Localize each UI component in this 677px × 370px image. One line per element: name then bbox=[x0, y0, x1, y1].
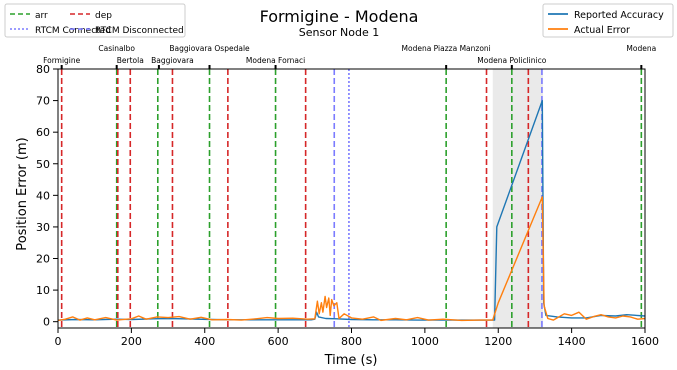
x-axis-label: Time (s) bbox=[324, 353, 378, 368]
y-tick-label: 80 bbox=[36, 63, 50, 76]
legend-right-box bbox=[542, 3, 674, 38]
legend-series: Reported Accuracy Actual Error bbox=[542, 3, 674, 38]
x-tick-label: 400 bbox=[194, 335, 215, 348]
legend-right-label: Actual Error bbox=[574, 25, 630, 36]
station-label: Bertola bbox=[117, 56, 144, 65]
series-line-0 bbox=[57, 99, 646, 321]
legend-left-box bbox=[4, 3, 186, 38]
y-tick-label: 30 bbox=[36, 221, 50, 234]
plot-frame bbox=[57, 68, 646, 329]
station-label: Baggiovara Ospedale bbox=[169, 44, 250, 53]
x-tick-label: 1400 bbox=[558, 335, 586, 348]
y-tick-label: 20 bbox=[36, 253, 50, 266]
x-tick-label: 200 bbox=[121, 335, 142, 348]
y-tick-label: 40 bbox=[36, 189, 50, 202]
x-tick-label: 0 bbox=[55, 335, 62, 348]
y-tick-label: 0 bbox=[43, 316, 50, 329]
x-tick-label: 1600 bbox=[631, 335, 659, 348]
station-label: Baggiovara bbox=[151, 56, 194, 65]
station-label: Modena Fornaci bbox=[246, 56, 305, 65]
plot-area: 0 200 400 600 800 1000 1200 1400 1600 0 10 20 30 40 50… bbox=[36, 44, 659, 348]
x-tick-label: 600 bbox=[268, 335, 289, 348]
y-tick-label: 50 bbox=[36, 158, 50, 171]
chart-title: Formigine - Modena bbox=[260, 7, 419, 26]
x-tick-label: 1000 bbox=[411, 335, 439, 348]
x-tick-label: 800 bbox=[341, 335, 362, 348]
station-label: Modena bbox=[626, 44, 656, 53]
y-axis-label: Position Error (m) bbox=[15, 137, 30, 250]
legend-left-label: RTCM Connected bbox=[35, 26, 111, 36]
legend-left-label: arr bbox=[35, 11, 48, 21]
legend-right-label: Reported Accuracy bbox=[574, 10, 664, 21]
station-label: Modena Piazza Manzoni bbox=[402, 44, 491, 53]
x-tick-label: 1200 bbox=[484, 335, 512, 348]
chart-subtitle: Sensor Node 1 bbox=[299, 26, 379, 39]
station-label: Modena Policlinico bbox=[477, 56, 546, 65]
series-line-1 bbox=[57, 196, 646, 322]
shaded-region bbox=[492, 69, 544, 328]
legend-left-label: RTCM Disconnected bbox=[95, 26, 184, 36]
y-tick-label: 60 bbox=[36, 126, 50, 139]
station-label: Formigine bbox=[43, 56, 81, 65]
y-tick-label: 70 bbox=[36, 95, 50, 108]
station-label: Casinalbo bbox=[98, 44, 135, 53]
legend-left-label: dep bbox=[95, 11, 112, 21]
y-tick-label: 10 bbox=[36, 284, 50, 297]
